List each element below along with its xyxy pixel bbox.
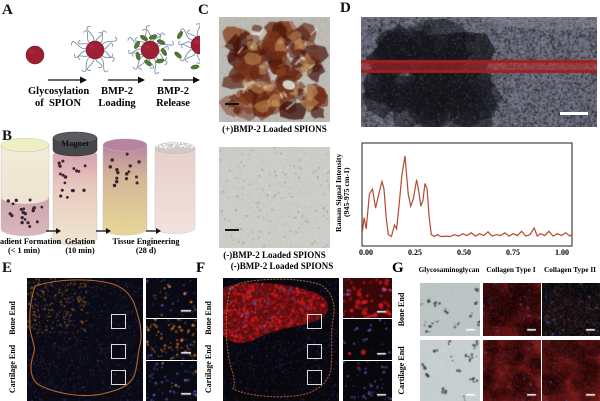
svg-text:Magnet: Magnet [61, 138, 89, 148]
